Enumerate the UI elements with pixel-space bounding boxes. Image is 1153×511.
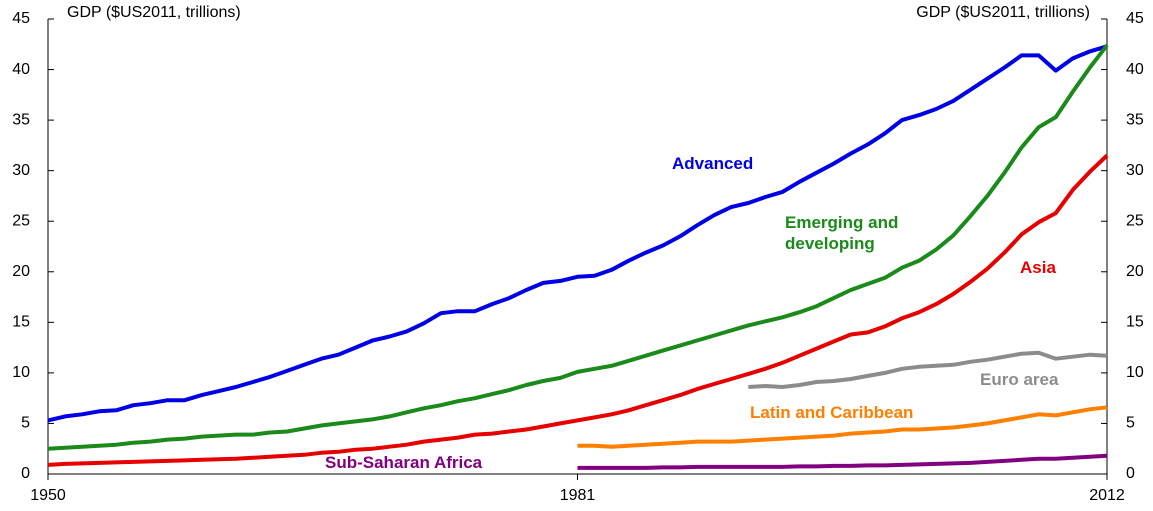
series-line — [47, 44, 1109, 451]
y2-tick-label: 10 — [1126, 364, 1144, 381]
y2-tick-label: 35 — [1126, 111, 1144, 128]
y2-tick-label: 0 — [1126, 465, 1135, 482]
y-tick-label: 20 — [12, 263, 30, 280]
series-line — [577, 453, 1108, 470]
series-label: Asia — [1020, 258, 1056, 277]
series-label: Emerging and developing — [785, 213, 899, 253]
y2-tick-label: 45 — [1126, 10, 1144, 27]
series-line — [47, 44, 1108, 423]
y-tick-label: 10 — [12, 364, 30, 381]
y-tick-label: 0 — [21, 465, 30, 482]
y2-tick-label: 15 — [1126, 314, 1144, 331]
series-label: Advanced — [672, 154, 754, 173]
y2-tick-label: 30 — [1126, 162, 1144, 179]
series-label: Euro area — [980, 370, 1059, 389]
y-tick-label: 40 — [12, 61, 30, 78]
y-axis-label: GDP ($US2011, trillions) — [67, 4, 241, 21]
y-tick-label: 25 — [12, 212, 30, 229]
y-tick-label: 5 — [21, 415, 30, 432]
series-label: Sub-Saharan Africa — [325, 453, 483, 472]
y-tick-label: 35 — [12, 111, 30, 128]
x-tick-label: 2012 — [1089, 487, 1125, 504]
y2-tick-label: 5 — [1126, 415, 1135, 432]
y-tick-label: 15 — [12, 314, 30, 331]
x-tick-label: 1981 — [560, 487, 596, 504]
x-tick-label: 1950 — [30, 487, 66, 504]
y-tick-label: 30 — [12, 162, 30, 179]
y-tick-label: 45 — [12, 10, 30, 27]
y2-tick-label: 40 — [1126, 61, 1144, 78]
y2-axis-label: GDP ($US2011, trillions) — [916, 4, 1090, 21]
series-line — [748, 350, 1108, 389]
series-line — [577, 405, 1108, 449]
series-label: Latin and Caribbean — [750, 403, 914, 422]
y2-tick-label: 20 — [1126, 263, 1144, 280]
y2-tick-label: 25 — [1126, 212, 1144, 229]
series-line — [47, 154, 1109, 467]
